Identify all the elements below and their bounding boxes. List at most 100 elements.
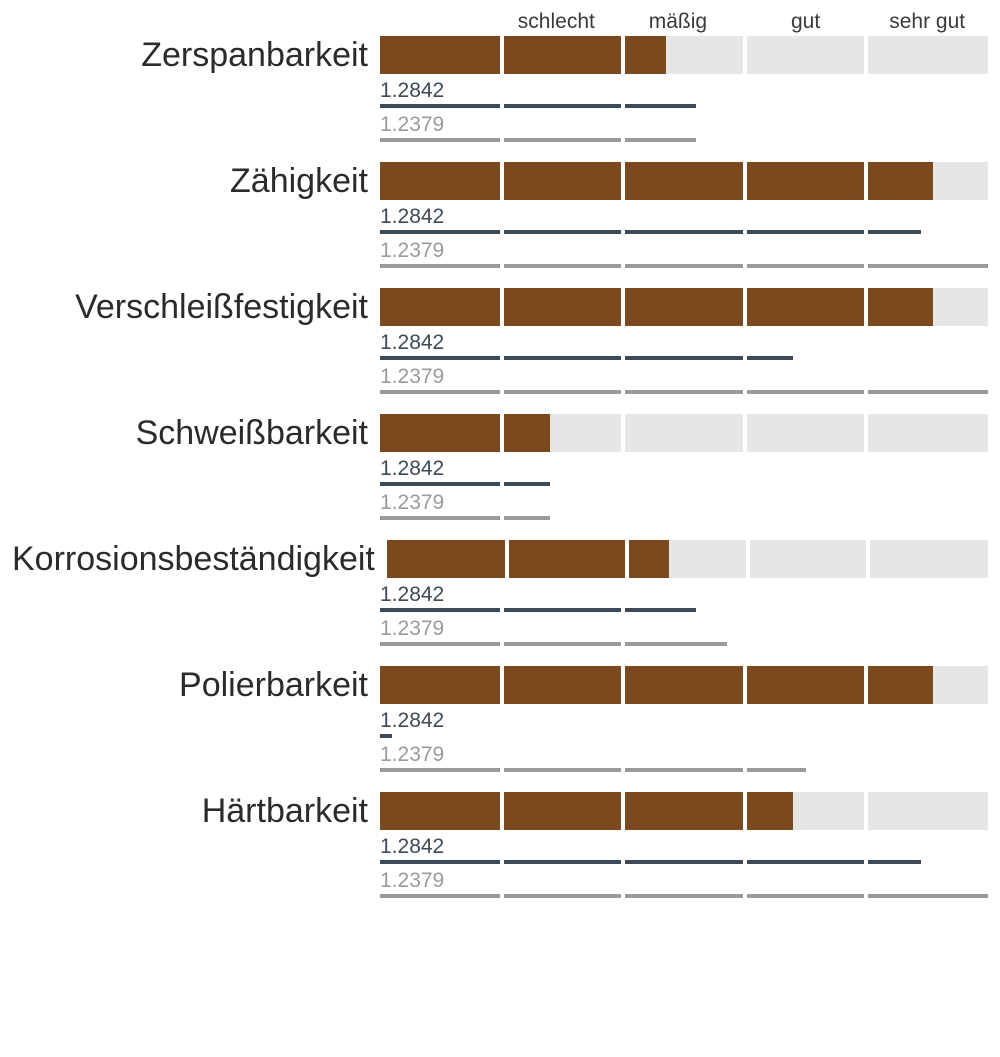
comparison-bar-cell: 1.2379 [380, 240, 988, 268]
segment-gap [621, 482, 625, 486]
comparison-row: 1.2379 [12, 618, 988, 646]
property-main-row: Korrosionsbeständigkeit [12, 540, 988, 578]
comparison-caption: 1.2379 [380, 366, 988, 388]
comparison-line [380, 516, 550, 520]
scale-labels: schlecht mäßig gut sehr gut [380, 8, 988, 36]
comparison-track [380, 264, 988, 268]
main-bar-track [380, 288, 988, 326]
comparison-caption: 1.2842 [380, 332, 988, 354]
comparison-row: 1.2842 [12, 458, 988, 486]
segment-gap [621, 414, 625, 452]
property-title: Korrosionsbeständigkeit [12, 540, 375, 578]
segment-gap [864, 642, 868, 646]
scale-label: sehr gut [889, 8, 965, 36]
comparison-row: 1.2379 [12, 240, 988, 268]
segment-gap [743, 104, 747, 108]
comparison-caption: 1.2379 [380, 240, 988, 262]
material-properties-chart: schlecht mäßig gut sehr gut Zerspanbarkeit … [0, 0, 1000, 930]
main-bar-fill [380, 792, 793, 830]
comparison-track [380, 608, 988, 612]
property-title-cell: Zerspanbarkeit [12, 36, 380, 74]
property-title-cell: Schweißbarkeit [12, 414, 380, 452]
property-block: Zerspanbarkeit 1.2842 1.2379 [12, 36, 988, 142]
property-bar-cell [387, 540, 988, 578]
scale-header-row: schlecht mäßig gut sehr gut [12, 8, 988, 36]
segment-gap [743, 608, 747, 612]
comparison-bar-cell: 1.2379 [380, 744, 988, 772]
comparison-line [380, 608, 696, 612]
comparison-track [380, 390, 988, 394]
property-block: Schweißbarkeit 1.2842 1.2379 [12, 414, 988, 520]
comparison-row: 1.2842 [12, 80, 988, 108]
comparison-track [380, 860, 988, 864]
segment-gap [621, 516, 625, 520]
property-main-row: Schweißbarkeit [12, 414, 988, 452]
segment-gap [743, 36, 747, 74]
comparison-row: 1.2842 [12, 206, 988, 234]
comparison-track [380, 104, 988, 108]
segment-gap [743, 482, 747, 486]
property-block: Zähigkeit 1.2842 1.2379 [12, 162, 988, 268]
main-bar-track [380, 414, 988, 452]
comparison-line [380, 482, 550, 486]
comparison-bar-cell: 1.2379 [380, 114, 988, 142]
property-block: Korrosionsbeständigkeit 1.2842 1.2379 [12, 540, 988, 646]
comparison-track [380, 516, 988, 520]
property-bar-cell [380, 162, 988, 200]
comparison-caption: 1.2379 [380, 114, 988, 136]
comparison-track [380, 734, 988, 738]
main-bar-track [380, 666, 988, 704]
property-main-row: Verschleißfestigkeit [12, 288, 988, 326]
comparison-row: 1.2842 [12, 710, 988, 738]
comparison-caption: 1.2842 [380, 80, 988, 102]
comparison-row: 1.2379 [12, 366, 988, 394]
segment-gap [866, 540, 870, 578]
comparison-track [380, 230, 988, 234]
property-title-cell: Korrosionsbeständigkeit [12, 540, 387, 578]
comparison-bar-cell: 1.2379 [380, 870, 988, 898]
comparison-line [380, 390, 988, 394]
comparison-row: 1.2379 [12, 870, 988, 898]
comparison-row: 1.2379 [12, 492, 988, 520]
comparison-caption: 1.2379 [380, 618, 988, 640]
comparison-caption: 1.2842 [380, 458, 988, 480]
segment-gap [864, 138, 868, 142]
property-bar-cell [380, 792, 988, 830]
scale-label: schlecht [518, 8, 595, 36]
property-main-row: Polierbarkeit [12, 666, 988, 704]
property-title-cell: Polierbarkeit [12, 666, 380, 704]
comparison-bar-cell: 1.2842 [380, 584, 988, 612]
property-title-cell: Zähigkeit [12, 162, 380, 200]
scale-label: gut [791, 8, 820, 36]
segment-gap [743, 516, 747, 520]
property-title: Zerspanbarkeit [12, 36, 368, 74]
comparison-bar-cell: 1.2842 [380, 836, 988, 864]
comparison-line [380, 860, 921, 864]
comparison-row: 1.2842 [12, 836, 988, 864]
property-main-row: Härtbarkeit [12, 792, 988, 830]
comparison-row: 1.2379 [12, 114, 988, 142]
comparison-bar-cell: 1.2842 [380, 206, 988, 234]
property-title-cell: Härtbarkeit [12, 792, 380, 830]
comparison-caption: 1.2842 [380, 584, 988, 606]
segment-gap [864, 516, 868, 520]
property-title-cell: Verschleißfestigkeit [12, 288, 380, 326]
comparison-caption: 1.2379 [380, 492, 988, 514]
comparison-bar-cell: 1.2842 [380, 710, 988, 738]
segment-gap [864, 104, 868, 108]
comparison-bar-cell: 1.2842 [380, 332, 988, 360]
main-bar-fill [387, 540, 670, 578]
segment-gap [864, 356, 868, 360]
main-bar-fill [380, 36, 666, 74]
comparison-line [380, 264, 988, 268]
comparison-bar-cell: 1.2842 [380, 80, 988, 108]
property-title: Verschleißfestigkeit [12, 288, 368, 326]
comparison-line [380, 768, 806, 772]
comparison-track [380, 482, 988, 486]
main-bar-fill [380, 288, 933, 326]
segment-gap [864, 792, 868, 830]
comparison-caption: 1.2842 [380, 710, 988, 732]
comparison-bar-cell: 1.2379 [380, 492, 988, 520]
scale-label: mäßig [649, 8, 707, 36]
comparison-line [380, 734, 392, 738]
